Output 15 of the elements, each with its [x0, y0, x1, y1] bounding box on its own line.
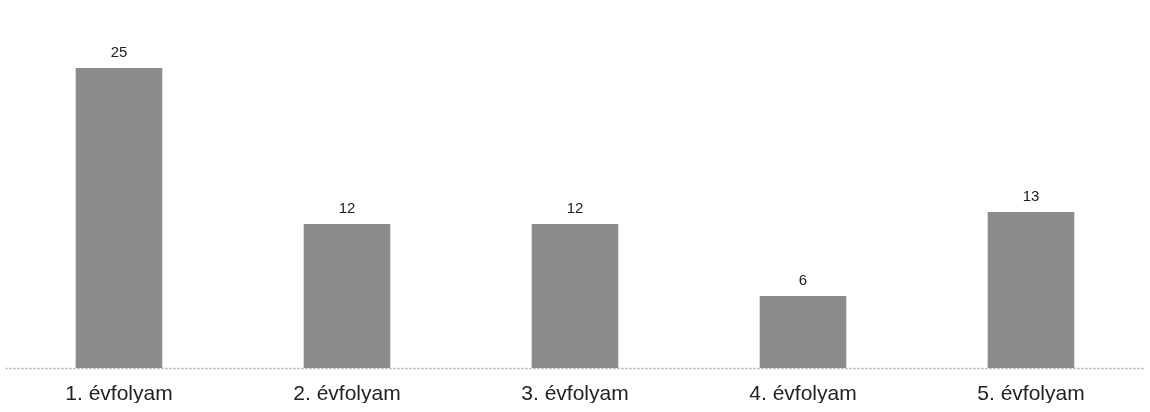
data-label: 25 [110, 43, 128, 60]
x-tick-label: 4. évfolyam [749, 380, 857, 404]
data-label: 12 [566, 199, 584, 216]
bar [531, 224, 619, 368]
x-tick-label: 5. évfolyam [977, 380, 1085, 404]
data-label: 13 [1022, 187, 1040, 204]
data-label: 6 [798, 271, 808, 288]
bar [759, 296, 847, 368]
x-tick-label: 1. évfolyam [65, 380, 173, 404]
x-tick-label: 3. évfolyam [521, 380, 629, 404]
bar [303, 224, 391, 368]
data-label: 12 [338, 199, 356, 216]
bar [75, 68, 163, 368]
x-tick-label: 2. évfolyam [293, 380, 401, 404]
bar [987, 212, 1075, 368]
